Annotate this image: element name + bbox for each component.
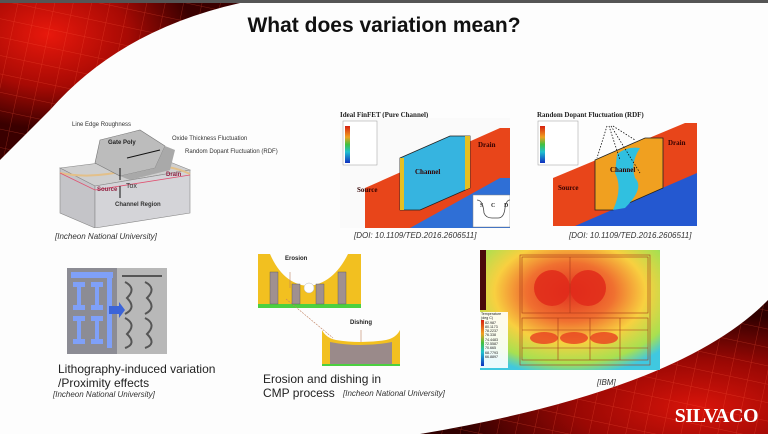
- legend-title: Temperature: [481, 312, 502, 316]
- legend-value: 82.987: [485, 320, 496, 325]
- inset-label-d: D: [504, 203, 509, 209]
- legend-value: 80.1173: [485, 324, 498, 329]
- citation-thermal: [IBM]: [597, 378, 616, 387]
- ideal-finfet-title: Ideal FinFET (Pure Channel): [340, 111, 429, 119]
- lithography-diagram: [67, 268, 167, 354]
- legend-value: 72.5587: [485, 342, 498, 347]
- legend-value: 78.2237: [485, 329, 498, 334]
- rdf-label-drain: Drain: [668, 139, 686, 147]
- slide-title: What does variation mean?: [247, 14, 521, 37]
- citation-cmp: [Incheon National University]: [343, 389, 445, 398]
- cmp-diagram: [258, 254, 400, 366]
- inset-label-s: S: [480, 203, 484, 209]
- silvaco-logo: SILVACO: [674, 405, 759, 427]
- ideal-finfet-diagram: [340, 118, 510, 228]
- legend-value: 66.8897: [485, 354, 498, 359]
- citation-rdf-finfet: [DOI: 10.1109/TED.2016.2606511]: [569, 231, 692, 240]
- top-border: [0, 0, 768, 3]
- legend-value: 68.7793: [485, 350, 498, 355]
- citation-mosfet: [Incheon National University]: [55, 232, 157, 241]
- label-source: Source: [97, 187, 118, 193]
- lithography-caption-line1: Lithography-induced variation: [58, 362, 216, 376]
- legend-unit: (deg C): [481, 316, 493, 321]
- label-tox: Tox: [126, 183, 137, 190]
- rdf-label-channel: Channel: [610, 166, 636, 174]
- thermal-map: [480, 250, 660, 370]
- ideal-label-channel: Channel: [415, 168, 441, 176]
- label-oxide-thickness: Oxide Thickness Fluctuation: [172, 136, 248, 142]
- label-dishing: Dishing: [350, 320, 372, 326]
- legend-value: 76.338: [485, 333, 496, 338]
- cmp-caption-line1: Erosion and dishing in: [263, 372, 382, 386]
- mosfet-variation-diagram: [59, 129, 192, 228]
- label-channel-region: Channel Region: [115, 202, 161, 208]
- ideal-label-source: Source: [357, 186, 378, 194]
- label-drain: Drain: [166, 172, 182, 178]
- label-gate-poly: Gate Poly: [108, 140, 136, 146]
- citation-lithography: [Incheon National University]: [53, 390, 155, 399]
- rdf-finfet-diagram: [537, 120, 697, 226]
- lithography-caption-line2: /Proximity effects: [58, 376, 150, 390]
- rdf-finfet-title: Random Dopant Fluctuation (RDF): [537, 111, 644, 119]
- legend-value: 70.665: [485, 346, 496, 351]
- inset-label-c: C: [491, 203, 496, 209]
- label-erosion: Erosion: [285, 256, 308, 262]
- ideal-label-drain: Drain: [478, 141, 496, 149]
- legend-value: 74.4483: [485, 337, 498, 342]
- label-rdf: Random Dopant Fluctuation (RDF): [185, 149, 278, 155]
- citation-ideal-finfet: [DOI: 10.1109/TED.2016.2606511]: [354, 231, 477, 240]
- rdf-label-source: Source: [558, 184, 579, 192]
- thermal-legend: Temperature (deg C) 82.987 80.1173 78.22…: [481, 312, 508, 359]
- label-line-edge-roughness: Line Edge Roughness: [72, 122, 132, 128]
- cmp-caption-line2: CMP process: [263, 386, 335, 400]
